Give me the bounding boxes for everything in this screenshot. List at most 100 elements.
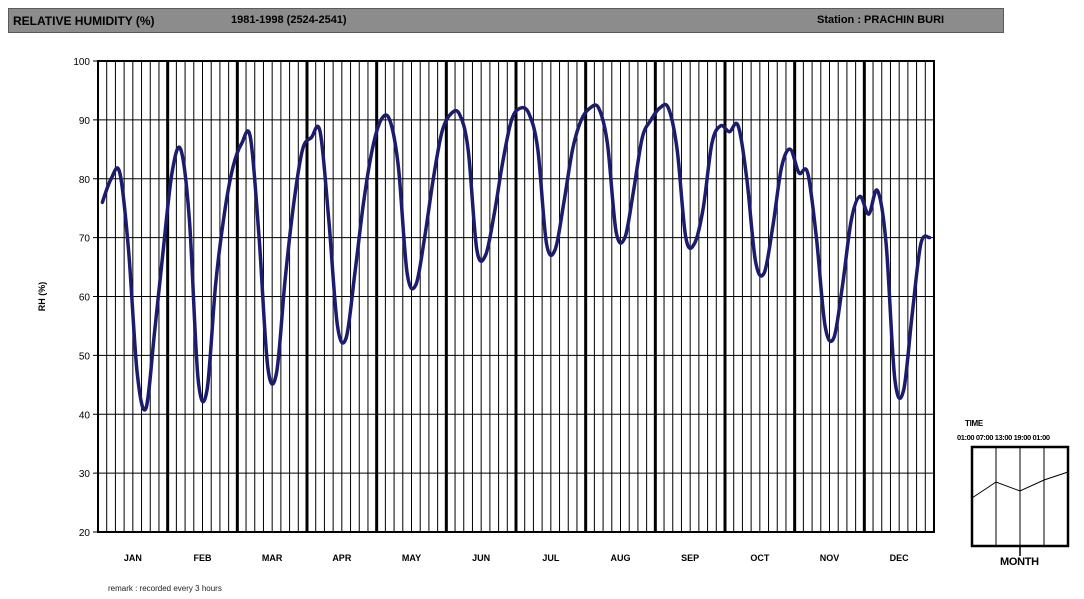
rh-data-point	[397, 166, 400, 168]
rh-data-point	[615, 230, 617, 233]
rh-data-point	[267, 366, 269, 368]
y-tick-label: 50	[79, 351, 91, 362]
rh-data-point	[449, 113, 452, 115]
rh-data-point	[162, 248, 165, 251]
major-grid	[166, 61, 866, 532]
legend-time-label: TIME	[965, 419, 983, 428]
rh-data-point	[214, 283, 217, 286]
legend-diagram	[970, 445, 1070, 556]
month-label: OCT	[750, 553, 770, 563]
rh-data-point	[249, 136, 252, 139]
rh-data-point	[902, 389, 905, 392]
rh-data-point	[833, 336, 835, 339]
rh-data-point	[685, 236, 687, 239]
rh-data-point	[493, 213, 496, 215]
rh-data-point	[519, 107, 522, 109]
rh-data-point	[824, 325, 826, 327]
rh-data-point	[301, 148, 304, 151]
rh-data-point	[632, 189, 635, 192]
rh-data-point	[206, 389, 208, 392]
rh-data-point	[711, 142, 713, 145]
rh-data-point	[580, 119, 583, 121]
rh-data-point	[754, 260, 757, 263]
rh-data-point	[780, 166, 783, 168]
rh-data-point	[841, 283, 844, 286]
month-label: DEC	[890, 553, 910, 563]
rh-data-point	[223, 213, 226, 215]
legend-sample-line	[971, 471, 1069, 499]
rh-data-point	[362, 201, 365, 204]
rh-data-point	[458, 113, 461, 115]
rh-data-point	[328, 219, 330, 221]
month-label: JUN	[472, 553, 490, 563]
rh-data-point	[667, 107, 670, 109]
rh-data-point	[719, 125, 722, 127]
rh-data-point	[554, 248, 556, 251]
y-tick-label: 20	[79, 528, 91, 539]
rh-data-point	[232, 166, 234, 168]
rh-data-point	[284, 278, 287, 280]
rh-data-point	[179, 148, 182, 151]
rh-data-point	[798, 172, 800, 174]
remark-text: remark : recorded every 3 hours	[108, 584, 222, 593]
rh-data-point	[293, 201, 295, 204]
rh-data-point	[101, 201, 104, 204]
rh-data-point	[145, 407, 147, 410]
rh-data-point	[537, 148, 539, 151]
rh-data-point	[571, 148, 574, 151]
plot-border	[97, 60, 935, 533]
month-label: NOV	[820, 553, 840, 563]
rh-data-point	[545, 242, 548, 245]
rh-data-point	[528, 113, 530, 115]
rh-data-point	[127, 248, 130, 251]
month-label: MAY	[402, 553, 421, 563]
rh-data-point	[911, 313, 913, 316]
station-label: Station : PRACHIN BURI	[817, 14, 945, 26]
rh-data-point	[894, 378, 896, 380]
y-tick-label: 60	[79, 293, 91, 304]
rh-data-point	[406, 272, 408, 274]
rh-data-point	[789, 148, 792, 151]
rh-data-point	[606, 142, 609, 145]
rh-data-point	[476, 248, 478, 251]
rh-data-point	[171, 172, 173, 174]
y-tick-label: 70	[79, 234, 91, 245]
rh-data-point	[815, 236, 818, 239]
month-label: FEB	[194, 553, 213, 563]
rh-data-point	[859, 195, 861, 198]
rh-data-point	[641, 136, 644, 139]
rh-data-point	[275, 372, 278, 374]
rh-data-point	[658, 107, 661, 109]
rh-data-point	[806, 172, 809, 174]
plot-frame	[93, 60, 935, 533]
rh-data-point	[885, 242, 887, 245]
month-label: MAR	[262, 553, 283, 563]
rh-data-point	[484, 254, 487, 257]
rh-data-point	[380, 119, 382, 121]
rh-data-point	[676, 148, 678, 151]
rh-data-point	[702, 207, 704, 209]
rh-data-point	[188, 219, 191, 221]
rh-data-point	[153, 331, 156, 333]
rh-data-point	[737, 125, 739, 127]
rh-data-point	[432, 178, 435, 180]
month-label: JUL	[542, 553, 560, 563]
y-tick-label: 40	[79, 410, 91, 421]
rh-data-point	[772, 225, 774, 227]
rh-data-point	[563, 201, 565, 204]
rh-data-point	[415, 283, 417, 286]
rh-data-point	[876, 189, 879, 192]
rh-data-point	[336, 325, 339, 327]
y-tick-labels: 20 30 40 50 60 70 80 90 100	[73, 57, 90, 539]
rh-data-point	[597, 107, 600, 109]
legend-hours-label: 01:00 07:00 13:00 19:00 01:00	[957, 433, 1050, 442]
rh-data-point	[197, 378, 199, 380]
chart-header: RELATIVE HUMIDITY (%) 1981-1998 (2524-25…	[8, 8, 1004, 33]
rh-data-point	[728, 130, 731, 133]
rh-data-point	[763, 272, 765, 274]
rh-data-point	[388, 119, 391, 121]
month-label: SEP	[681, 553, 699, 563]
rh-data-point	[920, 242, 922, 245]
rh-data-point	[650, 119, 652, 121]
legend-month-label: MONTH	[1000, 556, 1039, 568]
